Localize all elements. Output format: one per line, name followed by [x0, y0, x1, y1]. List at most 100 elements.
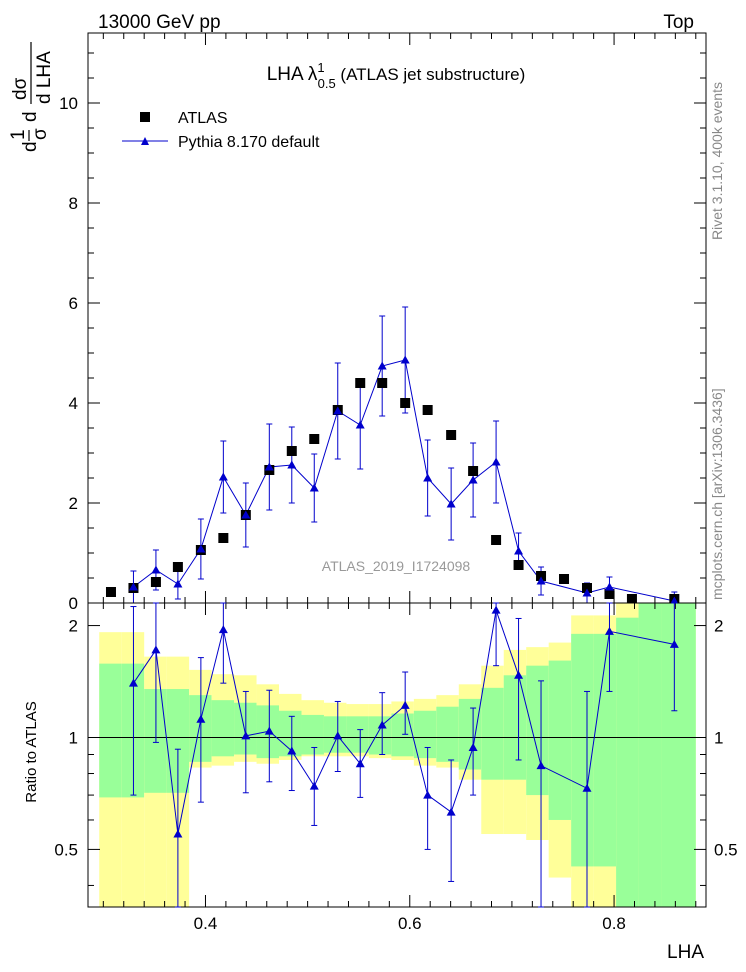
data-point: [604, 589, 615, 599]
uncertainty-band-inner: [526, 665, 549, 796]
ratio-y-axis-label: Ratio to ATLAS: [23, 701, 40, 802]
data-point: [150, 577, 161, 587]
svg-text:σ: σ: [30, 128, 51, 140]
mc-point: [400, 355, 410, 364]
ratio-series-line: [133, 610, 675, 835]
uncertainty-band-inner: [436, 706, 459, 762]
mc-point: [287, 460, 297, 469]
ratio-point: [400, 700, 410, 709]
data-point: [105, 587, 116, 597]
ratio-point: [446, 807, 456, 816]
chart-title: LHA λ1 0.5 (ATLAS jet substructure): [267, 60, 526, 91]
y-tick-label: 6: [69, 294, 78, 313]
mc-point: [446, 499, 456, 508]
mc-point: [218, 472, 228, 481]
svg-text:d LHA: d LHA: [34, 51, 55, 104]
uncertainty-band-inner: [368, 716, 392, 755]
uncertainty-band-inner: [616, 617, 639, 907]
ratio-point: [536, 761, 546, 770]
x-tick-label: 0.4: [194, 914, 218, 933]
y-tick-label: 8: [69, 194, 78, 213]
ratio-point: [333, 731, 343, 740]
data-point: [218, 533, 229, 543]
ratio-point: [309, 781, 319, 790]
data-point: [626, 594, 637, 604]
ratio-point: [604, 626, 614, 635]
uncertainty-band-inner: [211, 700, 235, 757]
mc-point: [264, 462, 274, 471]
y-tick-label: 2: [69, 494, 78, 513]
ratio-point: [377, 720, 387, 729]
legend-mc-marker: [141, 137, 149, 145]
analysis-watermark: ATLAS_2019_I1724098: [322, 558, 471, 574]
x-tick-label: 0.8: [602, 914, 626, 933]
uncertainty-band-inner: [189, 695, 212, 762]
uncertainty-band-inner: [503, 675, 527, 780]
mc-series-line: [133, 359, 675, 602]
uncertainty-band-inner: [593, 633, 617, 867]
ratio-y-tick-label-right: 1: [714, 728, 723, 747]
legend: ATLAS Pythia 8.170 default: [122, 110, 320, 151]
data-point: [172, 562, 183, 572]
uncertainty-band-inner: [144, 689, 167, 793]
mcplots-note: mcplots.cern.ch [arXiv:1306.3436]: [709, 388, 725, 600]
mc-point: [173, 579, 183, 588]
ratio-y-tick-label: 1: [69, 728, 78, 747]
rivet-note: Rivet 3.1.10, 400k events: [709, 82, 725, 240]
mc-point: [536, 576, 546, 585]
uncertainty-band-inner: [166, 689, 190, 793]
uncertainty-band-inner: [458, 698, 482, 770]
data-point: [446, 430, 457, 440]
main-y-axis-label: d 1 σ d dσ d LHA: [8, 42, 55, 152]
data-point: [377, 378, 388, 388]
legend-data-marker: [140, 112, 150, 122]
data-point: [309, 434, 320, 444]
ratio-point: [514, 670, 524, 679]
ratio-point: [128, 678, 138, 687]
data-point: [513, 560, 524, 570]
uncertainty-band-inner: [99, 663, 122, 798]
mc-point: [604, 582, 614, 591]
energy-label: 13000 GeV pp: [98, 12, 221, 33]
svg-text:d: d: [20, 141, 41, 152]
mc-point: [582, 588, 592, 597]
svg-text:d: d: [20, 111, 41, 122]
uncertainty-band-inner: [323, 716, 347, 753]
uncertainty-band-inner: [121, 663, 145, 798]
x-tick-label: 0.6: [398, 914, 422, 933]
ratio-point: [423, 790, 433, 799]
data-point: [355, 378, 366, 388]
mc-point: [241, 510, 251, 519]
y-tick-label: 10: [59, 94, 78, 113]
uncertainty-band-inner: [481, 687, 504, 780]
ratio-point: [218, 625, 228, 634]
ratio-y-tick-label: 2: [69, 617, 78, 636]
mc-point: [423, 473, 433, 482]
ratio-y-tick-label-right: 0.5: [714, 840, 738, 859]
legend-mc-label: Pythia 8.170 default: [178, 134, 320, 151]
data-point: [286, 446, 297, 456]
ratio-point: [151, 645, 161, 654]
ratio-point: [582, 783, 592, 792]
mc-point: [196, 544, 206, 553]
data-point: [468, 466, 479, 476]
uncertainty-band-inner: [571, 633, 594, 867]
ratio-point: [491, 605, 501, 614]
data-point: [422, 405, 433, 415]
ratio-point: [196, 714, 206, 723]
mc-point: [491, 457, 501, 466]
data-point: [491, 535, 502, 545]
mc-point: [151, 565, 161, 574]
mc-point: [514, 546, 524, 555]
data-point: [536, 571, 547, 581]
uncertainty-band-inner: [346, 716, 369, 753]
ratio-point: [241, 731, 251, 740]
data-point: [559, 574, 570, 584]
svg-text:1: 1: [8, 129, 29, 140]
uncertainty-band-inner: [548, 660, 572, 820]
ratio-point: [669, 639, 679, 648]
main-axes: 0 2 4 6 8 10: [59, 32, 707, 613]
process-label: Top: [663, 12, 694, 33]
y-tick-label: 4: [69, 394, 78, 413]
